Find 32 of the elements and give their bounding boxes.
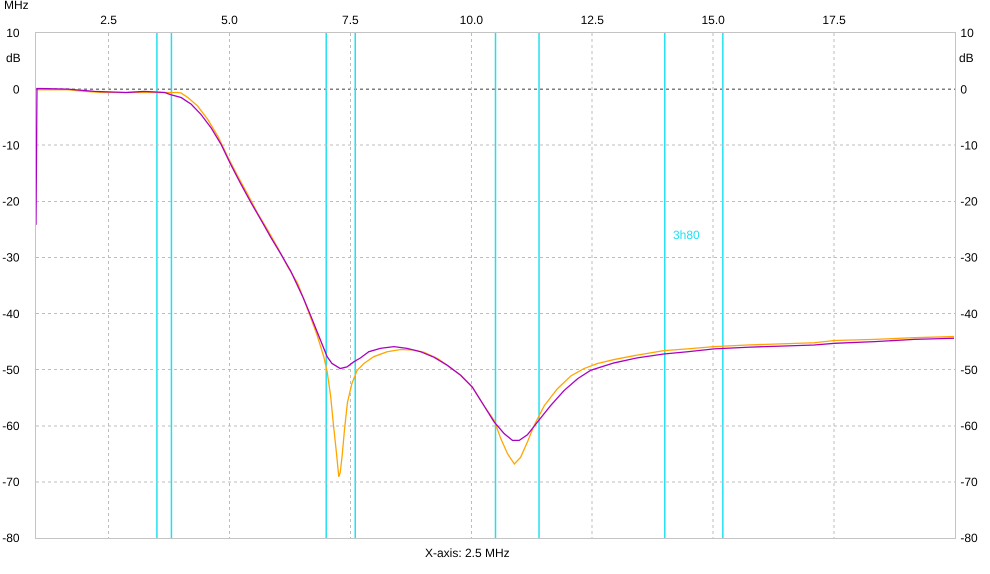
x-tick-label: 5.0	[221, 13, 238, 28]
y-tick-label: -10	[2, 138, 20, 152]
x-tick-label: 15.0	[701, 13, 726, 28]
y2-axis-title: dB	[959, 51, 974, 65]
y-tick-label: -50	[2, 362, 20, 377]
y2-tick-label: -50	[960, 362, 978, 377]
y2-tick-label: -20	[960, 194, 978, 209]
y-tick-label: -70	[2, 475, 20, 490]
x-tick-label: 7.5	[342, 13, 360, 28]
y-tick-label: 10	[6, 26, 20, 40]
y-axis-title: dB	[6, 51, 21, 65]
y2-tick-label: -10	[960, 138, 978, 152]
y-tick-label: 0	[12, 82, 20, 96]
x-tick-label: 12.5	[580, 13, 604, 28]
x-tick-label: 17.5	[822, 13, 846, 28]
y2-tick-label: -80	[960, 531, 978, 546]
y2-tick-label: -40	[960, 306, 978, 321]
ref-line-label: 3h80	[673, 228, 700, 242]
y-tick-label: -20	[2, 194, 20, 209]
x-axis-title: MHz	[4, 0, 29, 12]
y-tick-label: -60	[2, 418, 20, 433]
y2-tick-label: 10	[960, 26, 974, 40]
y2-tick-label: -30	[960, 250, 978, 265]
y2-tick-label: 0	[960, 82, 968, 96]
y-tick-label: -30	[2, 250, 20, 265]
text: X-axis: 2.5 MHz	[425, 546, 510, 560]
y2-tick-label: -60	[960, 418, 978, 433]
y2-tick-label: -70	[960, 475, 978, 490]
y-tick-label: -40	[2, 306, 20, 321]
y-tick-label: -80	[2, 531, 20, 546]
x-tick-label: 10.0	[460, 13, 484, 28]
x-tick-label: 2.5	[100, 13, 118, 28]
